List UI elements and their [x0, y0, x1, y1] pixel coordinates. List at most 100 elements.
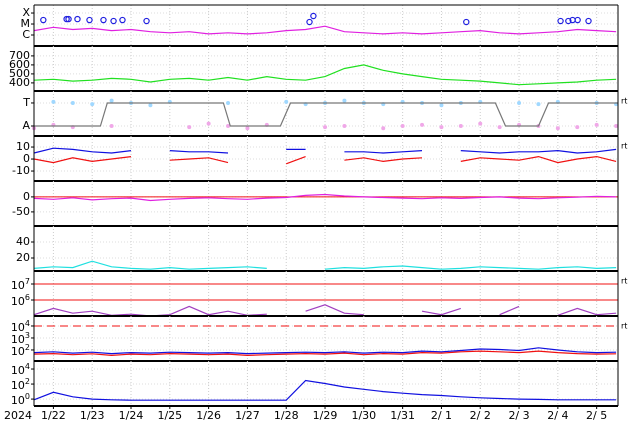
data-point	[517, 100, 522, 105]
y-tick-label: 103	[11, 330, 30, 346]
data-point	[439, 125, 444, 130]
event-marker	[119, 16, 126, 24]
event-marker	[86, 16, 93, 24]
data-point	[206, 121, 211, 126]
data-point	[497, 125, 502, 130]
x-tick-label: 1/30	[351, 409, 376, 422]
tick-exponent: 7	[25, 277, 30, 286]
right-label: rt	[621, 97, 627, 106]
series-line	[33, 25, 617, 35]
series-line	[33, 347, 617, 355]
x-tick-label: 2/ 4	[547, 409, 568, 422]
series-line	[33, 155, 617, 165]
event-marker	[557, 17, 564, 25]
x-tick-label: 1/28	[274, 409, 299, 422]
data-point	[148, 103, 153, 108]
y-tick-label: -50	[12, 205, 30, 218]
y-tick-label: 102	[11, 377, 30, 393]
data-point	[284, 99, 289, 104]
tick-exponent: 0	[25, 392, 30, 401]
data-point	[594, 122, 599, 127]
right-label: rt	[621, 142, 627, 151]
x-tick-label: 1/27	[235, 409, 260, 422]
tick-exponent: 4	[25, 362, 30, 371]
tick-base: 10	[11, 279, 25, 292]
y-tick-label: A	[22, 119, 30, 132]
x-tick-label: 1/31	[390, 409, 415, 422]
x-tick-label: 1/22	[41, 409, 66, 422]
data-point	[458, 123, 463, 128]
data-point	[536, 102, 541, 107]
tick-base: 10	[11, 364, 25, 377]
event-marker	[74, 15, 81, 23]
y-tick-label: 700	[9, 49, 30, 62]
event-marker	[574, 16, 581, 24]
tick-exponent: 6	[25, 293, 30, 302]
y-tick-label: 600	[9, 58, 30, 71]
tick-base: 10	[11, 333, 25, 346]
y-tick-label: 104	[11, 362, 30, 378]
series-line	[33, 193, 617, 202]
y-tick-label: X	[22, 6, 30, 19]
data-point	[400, 123, 405, 128]
x-tick-label: 1/23	[80, 409, 105, 422]
series-line	[33, 379, 617, 401]
data-point	[109, 98, 114, 103]
data-point	[478, 121, 483, 126]
data-point	[109, 123, 114, 128]
data-point	[575, 125, 580, 130]
y-tick-label: 106	[11, 293, 30, 309]
x-year-label: 2024	[4, 409, 32, 422]
y-tick-label: 102	[11, 342, 30, 358]
event-marker	[463, 18, 470, 26]
y-tick-label: C	[22, 28, 30, 41]
data-point	[187, 125, 192, 130]
data-point	[323, 125, 328, 130]
y-tick-label: 0	[23, 152, 30, 165]
data-point	[420, 122, 425, 127]
x-tick-label: 1/29	[313, 409, 338, 422]
event-marker	[63, 15, 70, 23]
event-marker	[565, 17, 572, 25]
tick-exponent: 4	[25, 318, 30, 327]
tick-base: 10	[11, 295, 25, 308]
tick-exponent: 3	[25, 330, 30, 339]
x-tick-label: 1/25	[157, 409, 182, 422]
x-tick-label: 1/24	[119, 409, 144, 422]
data-point	[226, 100, 231, 105]
series-line	[34, 102, 618, 127]
x-tick-label: 1/26	[196, 409, 221, 422]
y-tick-label: T	[22, 96, 30, 109]
tick-exponent: 2	[25, 377, 30, 386]
data-point	[614, 123, 619, 128]
right-label: rt	[621, 322, 627, 331]
event-marker	[65, 15, 72, 23]
y-tick-label: 0	[23, 190, 30, 203]
tick-base: 10	[11, 345, 25, 358]
data-point	[439, 103, 444, 108]
y-tick-label: 400	[9, 76, 30, 89]
data-point	[555, 126, 560, 131]
data-point	[342, 98, 347, 103]
tick-base: 10	[11, 379, 25, 392]
tick-base: 10	[11, 321, 25, 334]
series-line	[33, 64, 617, 86]
data-point	[51, 99, 56, 104]
x-tick-label: 2/ 5	[586, 409, 607, 422]
y-tick-label: -10	[12, 164, 30, 177]
y-tick-label: M	[21, 17, 31, 30]
y-tick-label: 104	[11, 318, 30, 334]
y-tick-label: 10	[16, 140, 30, 153]
y-tick-label: 40	[16, 235, 30, 248]
x-tick-label: 2/ 3	[508, 409, 529, 422]
event-marker	[110, 17, 117, 25]
tick-base: 10	[11, 394, 25, 407]
series-line	[33, 350, 617, 357]
event-marker	[585, 17, 592, 25]
event-marker	[306, 18, 313, 26]
event-marker	[310, 12, 317, 20]
series-line	[33, 147, 617, 154]
x-tick-label: 2/ 1	[431, 409, 452, 422]
event-marker	[100, 16, 107, 24]
